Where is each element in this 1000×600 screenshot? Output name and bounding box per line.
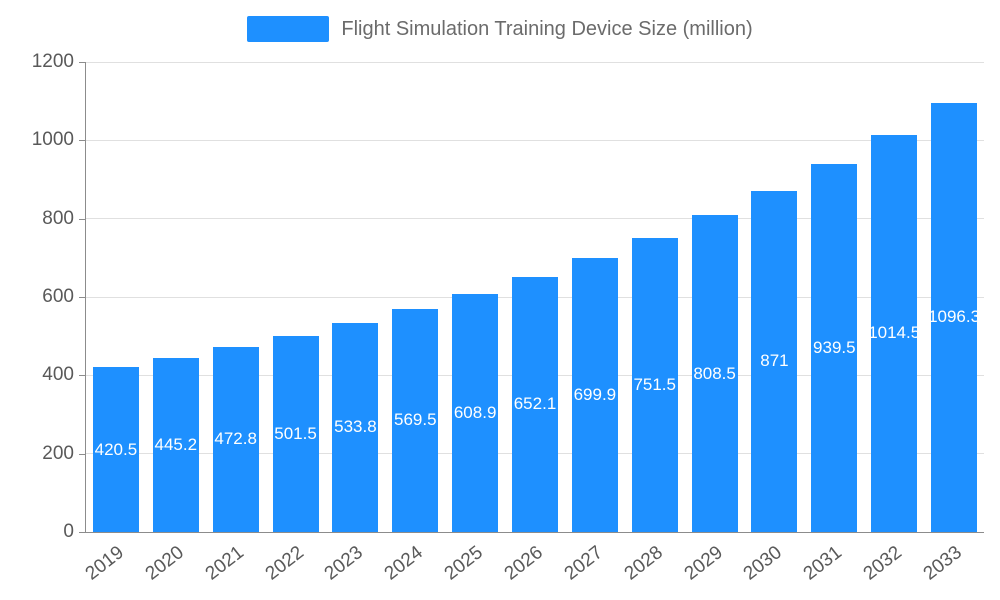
bar: 652.1 [512,276,558,532]
bar-value-label: 871 [760,351,789,371]
bar: 808.5 [691,215,738,532]
bar: 608.9 [452,293,499,532]
bar-value-label: 808.5 [693,363,736,383]
bar: 533.8 [332,322,379,532]
plot-area: 420.5 445.2 472.8 501.5 533.8 569.5 608.9 652.1… [85,61,984,533]
bar: 501.5 [272,335,319,532]
y-axis-tick-label: 400 [42,364,74,386]
bar-value-label: 420.5 [94,439,138,459]
bar-value-label: 608.9 [453,402,497,422]
bar-value-label: 472.8 [214,429,257,449]
bar-value-label: 1096.3 [928,307,981,327]
legend-label: Flight Simulation Training Device Size (… [341,17,753,40]
bar-value-label: 652.1 [513,394,557,414]
y-axis-tick [79,218,85,220]
bar: 1014.5 [868,134,921,532]
bar: 871 [751,190,798,532]
bar: 1096.3 [928,102,981,532]
y-axis-tick-label: 800 [42,207,74,229]
y-axis-tick-label: 600 [42,286,74,307]
bar-value-label: 699.9 [573,384,617,404]
legend[interactable]: Flight Simulation Training Device Size (… [0,16,1000,42]
y-axis-tick [79,297,85,298]
y-axis-tick-label: 0 [63,521,74,542]
y-axis-tick [79,62,85,63]
y-axis-tick-label: 1000 [31,129,74,151]
y-axis-tick [79,532,85,533]
y-axis-tick-label: 1200 [31,51,74,72]
bar: 751.5 [631,237,678,532]
bar: 445.2 [152,357,199,532]
bar-value-label: 501.5 [274,423,317,443]
gridline [86,61,984,63]
bar-value-label: 445.2 [154,434,198,454]
bar: 569.5 [392,308,439,532]
y-axis-tick [79,140,85,142]
bar: 699.9 [571,257,618,532]
y-axis-tick-label: 200 [42,442,74,464]
y-axis-tick [79,375,85,377]
bar: 472.8 [212,346,259,532]
bar-value-label: 1014.5 [868,323,921,343]
legend-swatch-icon [247,16,330,42]
bar-value-label: 533.8 [334,417,377,437]
gridline [86,139,984,141]
bar-value-label: 569.5 [393,410,437,430]
bar-value-label: 751.5 [633,374,676,394]
bar: 420.5 [92,367,139,532]
y-axis-tick [79,453,85,455]
bar: 939.5 [811,164,858,532]
gridline [86,218,984,220]
bar-value-label: 939.5 [813,338,856,358]
